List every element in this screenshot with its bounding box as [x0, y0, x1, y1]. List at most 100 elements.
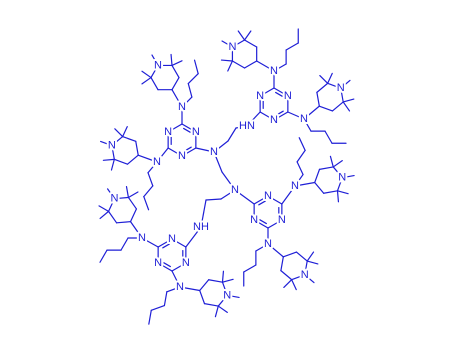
atom-label: N	[153, 156, 161, 168]
bond	[183, 127, 191, 133]
bond	[341, 174, 355, 179]
bond	[306, 260, 319, 265]
bond	[214, 305, 219, 318]
bond	[113, 196, 130, 200]
bond	[246, 111, 261, 127]
bond	[306, 251, 315, 262]
atom-label: N	[338, 172, 346, 184]
bond	[231, 60, 246, 69]
atom-label: N	[192, 126, 200, 138]
atom-label: HN	[239, 120, 255, 132]
bond	[327, 82, 342, 89]
bond	[282, 251, 298, 258]
bond	[253, 219, 269, 229]
bond	[171, 89, 183, 108]
bond	[235, 125, 248, 129]
bond	[243, 264, 257, 273]
atom-label: N	[178, 150, 186, 162]
bond	[102, 158, 115, 161]
bond	[126, 154, 139, 165]
atom-label: N	[264, 190, 272, 202]
bond	[291, 274, 306, 281]
bond	[205, 198, 222, 201]
bond	[318, 105, 334, 112]
bond	[323, 190, 339, 194]
bond	[221, 171, 236, 191]
bond	[147, 161, 158, 174]
bond	[156, 147, 169, 163]
bond	[303, 118, 312, 132]
bond	[150, 64, 159, 79]
bond	[259, 219, 267, 225]
bond	[137, 154, 158, 163]
bond	[267, 243, 284, 258]
bond	[294, 173, 304, 187]
bond	[171, 238, 187, 248]
bond	[243, 60, 258, 69]
bond	[281, 185, 296, 205]
atom-label: N	[110, 193, 118, 205]
bond	[340, 87, 344, 103]
atom-label: N	[108, 140, 116, 152]
bond	[171, 262, 187, 272]
bond	[294, 181, 316, 187]
bond	[185, 226, 202, 248]
bond	[342, 101, 351, 112]
bond	[129, 221, 143, 239]
bond	[280, 270, 293, 281]
bond	[163, 262, 171, 268]
bond	[217, 294, 228, 307]
bond	[259, 87, 275, 97]
bond	[267, 219, 283, 229]
bond	[150, 304, 166, 311]
bond	[316, 82, 329, 93]
bond	[221, 40, 234, 48]
bond	[141, 76, 152, 85]
atom-label: N	[210, 146, 218, 158]
bond	[220, 189, 236, 200]
bond	[111, 135, 124, 147]
bond	[291, 279, 297, 291]
bond	[332, 160, 343, 168]
bond	[143, 196, 150, 211]
bond	[296, 161, 304, 176]
bond	[147, 172, 154, 187]
bond	[113, 158, 129, 165]
bond	[276, 110, 284, 116]
bond	[336, 190, 349, 195]
bond	[237, 30, 246, 41]
bond	[327, 72, 333, 84]
bond	[171, 60, 183, 67]
bond	[231, 39, 246, 48]
bond	[267, 195, 283, 205]
bond	[129, 208, 138, 223]
bond	[125, 186, 130, 199]
bond	[171, 64, 180, 79]
bond	[157, 238, 173, 248]
bond	[226, 294, 240, 299]
bond	[273, 63, 287, 72]
bond	[127, 191, 139, 199]
bond	[157, 262, 173, 272]
bond	[217, 305, 228, 313]
bond	[340, 79, 351, 89]
atom-label: N	[291, 180, 299, 192]
bond	[199, 289, 206, 305]
bond	[275, 91, 283, 97]
bond	[316, 91, 320, 107]
bond	[110, 158, 115, 171]
bond	[99, 210, 110, 220]
bond	[106, 188, 116, 200]
bond	[166, 286, 181, 293]
bond	[220, 59, 234, 62]
bond	[295, 251, 308, 262]
atom-label: N	[284, 90, 292, 102]
bond	[273, 87, 289, 97]
bond	[303, 105, 320, 120]
bond	[120, 237, 129, 251]
bond	[253, 195, 269, 205]
bond	[171, 270, 181, 288]
bond	[283, 279, 293, 289]
bond	[167, 123, 183, 133]
bond	[151, 54, 159, 67]
